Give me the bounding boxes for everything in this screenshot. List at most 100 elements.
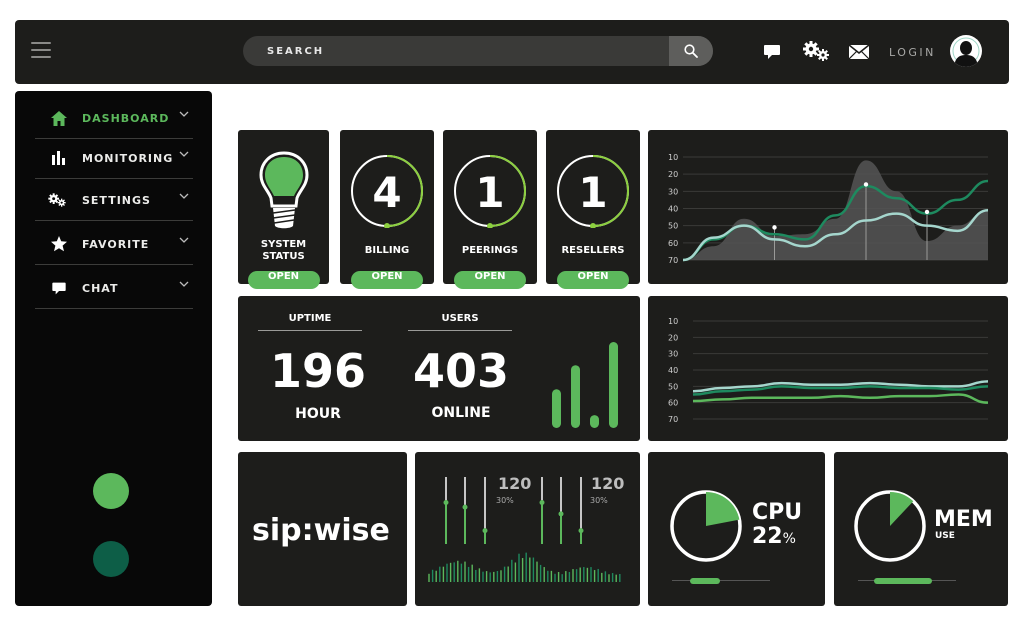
chevron-down-icon xyxy=(179,151,189,157)
chevron-down-icon xyxy=(179,193,189,199)
cpu-usage: 22% xyxy=(752,524,796,549)
stats-card: UPTIME USERS 196 403 HOUR ONLINE xyxy=(238,296,640,441)
fader-knob[interactable] xyxy=(482,528,488,534)
y-tick-label: 60 xyxy=(668,399,678,408)
fader-knob[interactable] xyxy=(462,504,468,510)
sidebar-item-label: SETTINGS xyxy=(82,194,151,207)
signal-bar xyxy=(552,389,561,428)
mem-title: MEM xyxy=(934,507,993,532)
lightbulb-icon xyxy=(259,151,309,229)
peerings-open-button[interactable]: OPEN xyxy=(454,271,526,289)
billing-ring xyxy=(351,155,423,228)
left-level-value: 120 xyxy=(498,474,532,493)
left-level-percent: 30% xyxy=(496,496,514,505)
divider xyxy=(408,330,512,331)
line-chart: 10 20 30 40 50 60 70 xyxy=(668,317,989,424)
signal-bars xyxy=(552,342,618,428)
highlight-point[interactable] xyxy=(863,182,869,187)
y-tick-label: 70 xyxy=(668,256,678,265)
y-tick-label: 60 xyxy=(668,239,678,248)
y-tick-label: 40 xyxy=(668,205,678,214)
sidebar-item-monitoring[interactable]: MONITORING xyxy=(35,137,193,179)
login-link[interactable]: LOGIN xyxy=(889,46,936,59)
users-unit: ONLINE xyxy=(431,405,491,421)
sidebar-item-label: FAVORITE xyxy=(82,238,150,251)
brand-card: sip:wise xyxy=(238,452,407,606)
y-tick-label: 10 xyxy=(668,153,678,162)
gears-icon xyxy=(47,190,67,210)
mem-subtitle: USE xyxy=(935,531,955,541)
chevron-down-icon xyxy=(179,281,189,287)
y-tick-label: 50 xyxy=(668,222,678,231)
sipwise-logo: sip:wise xyxy=(252,514,390,548)
search-input[interactable] xyxy=(243,36,669,66)
area-series xyxy=(683,160,988,260)
billing-label: BILLING xyxy=(364,245,410,256)
y-tick-label: 20 xyxy=(668,333,678,342)
fader-knob[interactable] xyxy=(539,499,545,505)
system-status-open-button[interactable]: OPEN xyxy=(247,271,320,289)
resellers-label: RESELLERS xyxy=(561,245,625,256)
mem-gauge xyxy=(854,490,926,562)
gears-icon[interactable] xyxy=(801,40,831,62)
star-icon xyxy=(49,234,69,254)
uptime-unit: HOUR xyxy=(295,406,341,422)
mail-icon[interactable] xyxy=(849,45,869,59)
user-avatar-icon[interactable] xyxy=(950,35,982,67)
sidebar-item-chat[interactable]: CHAT xyxy=(35,267,193,309)
y-tick-label: 30 xyxy=(668,350,678,359)
peerings-card: 1 PEERINGS OPEN xyxy=(443,130,537,289)
area-chart-card: 10 20 30 40 50 60 70 xyxy=(648,130,1008,284)
billing-open-button[interactable]: OPEN xyxy=(351,271,423,289)
signal-bar xyxy=(571,365,580,428)
signal-bar xyxy=(609,342,618,428)
top-bar: LOGIN xyxy=(15,20,1009,84)
resellers-open-button[interactable]: OPEN xyxy=(557,271,629,289)
menu-icon[interactable] xyxy=(31,42,51,60)
chevron-down-icon xyxy=(179,237,189,243)
cpu-slider[interactable] xyxy=(690,578,720,584)
right-level-percent: 30% xyxy=(590,496,608,505)
sidebar-item-favorite[interactable]: FAVORITE xyxy=(35,223,193,265)
highlight-point[interactable] xyxy=(772,225,777,230)
y-tick-label: 40 xyxy=(668,366,678,375)
cpu-title: CPU xyxy=(752,500,803,525)
y-tick-label: 20 xyxy=(668,170,678,179)
peerings-ring xyxy=(454,155,526,228)
mixer-card: 120 30% 120 30% xyxy=(415,452,640,606)
right-level-value: 120 xyxy=(591,474,625,493)
sidebar-item-label: CHAT xyxy=(82,282,119,295)
users-value: 403 xyxy=(412,344,510,398)
fader-knob[interactable] xyxy=(558,511,564,517)
highlight-point[interactable] xyxy=(924,209,930,215)
y-tick-label: 70 xyxy=(668,415,678,424)
line-series xyxy=(682,208,989,262)
system-status-card: SYSTEM STATUS OPEN xyxy=(238,130,329,289)
cpu-value: 22 xyxy=(752,524,783,549)
status-dot-green[interactable] xyxy=(93,473,129,509)
fader-group[interactable] xyxy=(415,452,640,606)
line-chart-card: 10 20 30 40 50 60 70 xyxy=(648,296,1008,441)
status-dot-dark-green[interactable] xyxy=(93,541,129,577)
chevron-down-icon xyxy=(179,111,189,117)
signal-bar xyxy=(590,415,599,428)
search-bar xyxy=(243,36,713,66)
home-icon xyxy=(49,108,69,128)
sidebar-item-settings[interactable]: SETTINGS xyxy=(35,179,193,221)
search-icon xyxy=(684,44,698,58)
mem-card: MEM USE xyxy=(834,452,1008,606)
fader-knob[interactable] xyxy=(443,499,449,505)
cpu-gauge xyxy=(670,490,742,562)
line-series xyxy=(692,380,989,393)
bar-chart-icon xyxy=(49,148,69,168)
fader-knob[interactable] xyxy=(578,528,584,534)
chat-icon[interactable] xyxy=(763,43,781,61)
sidebar: DASHBOARD MONITORING SETTINGS FAVORITE C… xyxy=(15,91,212,606)
sidebar-item-label: MONITORING xyxy=(82,152,174,165)
logo-text: sip:wise xyxy=(252,514,390,548)
resellers-card: 1 RESELLERS OPEN xyxy=(546,130,640,289)
resellers-ring xyxy=(557,155,629,228)
mem-slider[interactable] xyxy=(874,578,932,584)
search-button[interactable] xyxy=(669,36,713,66)
sidebar-item-dashboard[interactable]: DASHBOARD xyxy=(35,97,193,139)
